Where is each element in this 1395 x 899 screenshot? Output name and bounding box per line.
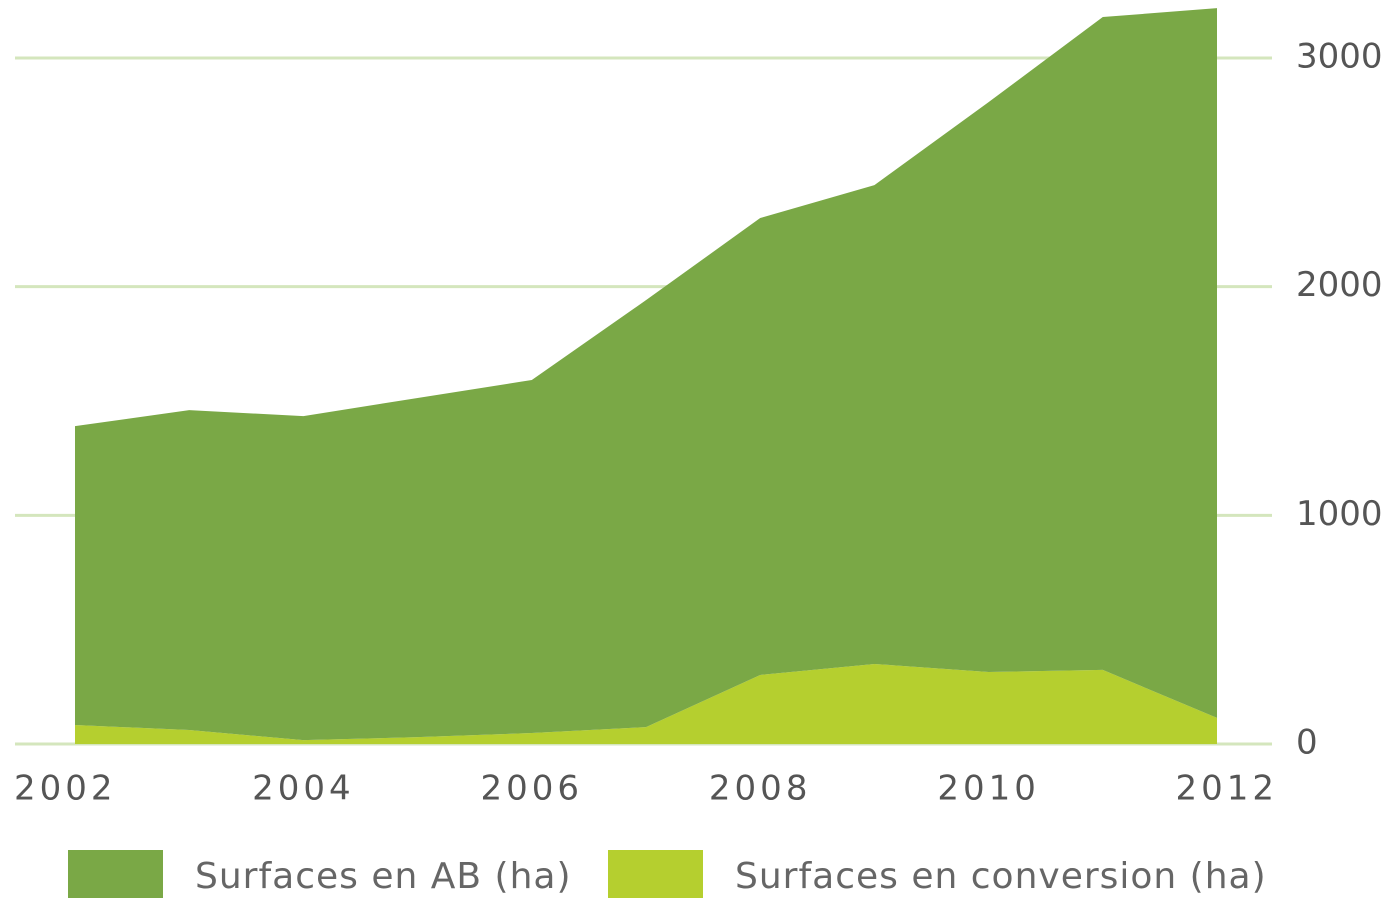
- x-tick-label: 2004: [252, 769, 355, 809]
- x-tick-label: 2002: [14, 769, 117, 809]
- y-tick-label: 1000: [1296, 494, 1383, 534]
- area: [75, 663, 1217, 744]
- y-tick-label: 2000: [1296, 265, 1383, 305]
- x-tick-label: 2012: [1175, 769, 1278, 809]
- y-tick-label: 0: [1296, 723, 1318, 763]
- legend-label: Surfaces en conversion (ha): [735, 856, 1267, 897]
- x-tick-label: 2010: [937, 769, 1040, 809]
- legend-swatch: [68, 850, 163, 898]
- y-tick-label: 3000: [1296, 36, 1383, 76]
- x-tick-label: 2008: [709, 769, 812, 809]
- legend-swatch: [608, 850, 703, 898]
- legend-label: Surfaces en AB (ha): [195, 856, 572, 897]
- area: [75, 8, 1217, 741]
- x-tick-label: 2006: [481, 769, 584, 809]
